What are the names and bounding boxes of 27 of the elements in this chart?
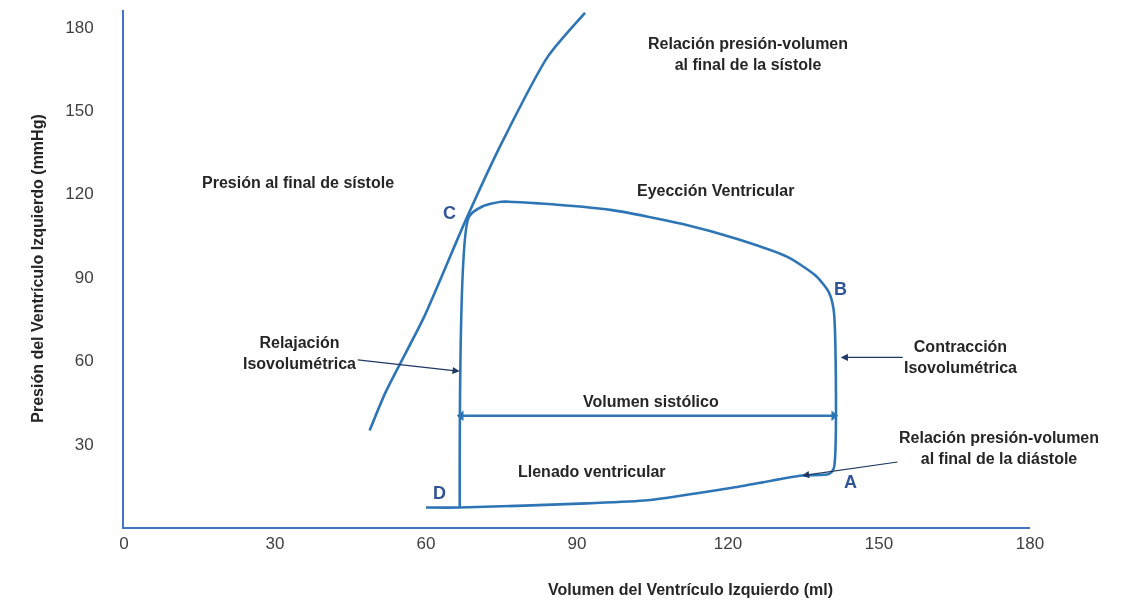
y-tick-label: 180 [65,17,94,37]
y-tick-label: 90 [74,267,94,287]
x-tick-label: 90 [567,534,587,554]
y-tick-label: 120 [65,184,94,204]
x-axis-title: Volumen del Ventrículo Izquierdo (ml) [548,581,834,598]
annotation: B [834,279,847,299]
x-tick-label: 60 [416,534,436,554]
annotation: A [844,472,857,492]
annotation: Eyección Ventricular [637,182,795,199]
annotation: C [443,203,456,223]
annotation: Contracción Isovolumétrica [904,338,1018,376]
y-axis-title: Presión del Ventrículo Izquierdo (mmHg) [28,114,46,423]
x-tick-label: 0 [119,534,129,554]
annotation: Llenado ventricular [518,463,666,480]
annotation: Relación presión-volumen al final de la sístole [648,35,849,73]
x-tick-label: 150 [864,534,894,554]
x-tick-label: 180 [1015,534,1045,554]
annotation: Presión al final de sístole [202,174,395,191]
annotation: D [433,483,446,503]
y-tick-label: 30 [74,434,94,454]
x-tick-label: 30 [265,534,285,554]
annotation: Relajación Isovolumétrica [243,334,357,372]
x-tick-label: 120 [713,534,743,554]
y-tick-label: 150 [65,101,94,121]
annotation: Volumen sistólico [583,393,719,410]
annotation: Relación presión-volumen al final de la diástole [899,429,1100,467]
y-tick-label: 60 [74,351,94,371]
